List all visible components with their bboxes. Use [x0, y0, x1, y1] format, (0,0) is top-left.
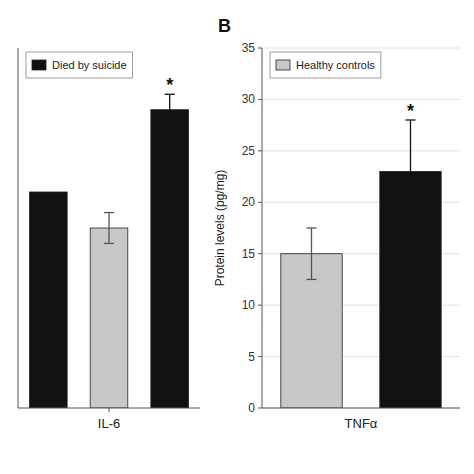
- y-tick-label: 0: [248, 401, 255, 415]
- y-tick-label: 35: [242, 41, 256, 55]
- error-line: [108, 213, 109, 244]
- bar: [30, 192, 68, 408]
- error-cap: [307, 279, 317, 280]
- y-tick-label: 5: [248, 350, 255, 364]
- annotation: *: [166, 75, 173, 95]
- annotation: *: [407, 101, 414, 121]
- legend-swatch: [276, 60, 290, 70]
- y-tick-label: 10: [242, 298, 256, 312]
- x-label: TNFα: [345, 416, 378, 431]
- y-tick: [258, 150, 262, 151]
- error-bar: [104, 213, 114, 244]
- title: B: [218, 16, 231, 36]
- bar: [90, 228, 128, 408]
- error-cap: [406, 222, 416, 223]
- error-cap: [104, 243, 114, 244]
- error-line: [169, 94, 170, 125]
- y-tick-label: 20: [242, 195, 256, 209]
- legend-label: Healthy controls: [296, 59, 375, 71]
- y-tick: [258, 253, 262, 254]
- grid-line: [262, 150, 460, 151]
- page: {"chart_data": [ {"type": "bar", "catego…: [0, 0, 474, 474]
- legend: Died by suicide: [26, 52, 133, 78]
- bars: [30, 94, 189, 408]
- error-cap: [104, 212, 114, 213]
- bar: [151, 110, 189, 408]
- y-tick-label: 25: [242, 144, 256, 158]
- grid-line: [262, 99, 460, 100]
- legend: Healthy controls: [270, 52, 381, 78]
- y-tick: [258, 356, 262, 357]
- grid-line: [262, 408, 460, 409]
- y-tick: [258, 99, 262, 100]
- y-tick: [258, 202, 262, 203]
- bars: [281, 120, 441, 408]
- error-line: [311, 228, 312, 279]
- panel: 0 5 10 15 20 25 30 35 * TNFα Protein levels (pg/mg…: [213, 16, 460, 431]
- chart-svg: IL-6 * Died by suicide 0 5 10 15 20 25 30 35 * TNFα P…: [0, 0, 474, 474]
- legend-box: [26, 52, 133, 78]
- error-bar: [307, 228, 317, 279]
- y-tick: [258, 408, 262, 409]
- y-label: Protein levels (pg/mg): [213, 170, 227, 287]
- error-cap: [307, 227, 317, 228]
- legend-box: [270, 52, 381, 78]
- panel: IL-6 * Died by suicide: [18, 48, 200, 431]
- legend-label: Died by suicide: [52, 59, 127, 71]
- y-axis: [18, 48, 19, 408]
- legend-swatch: [32, 60, 46, 70]
- y-tick: [258, 305, 262, 306]
- x-axis: [262, 408, 460, 409]
- error-bar: [406, 120, 416, 223]
- y-tick-label: 30: [242, 92, 256, 106]
- error-cap: [165, 124, 175, 125]
- y-tick: [258, 48, 262, 49]
- error-line: [410, 120, 411, 223]
- y-tick-label: 15: [242, 247, 256, 261]
- x-tick: [109, 408, 110, 412]
- x-tick-label: IL-6: [98, 416, 120, 431]
- y-axis: [262, 48, 263, 408]
- grid-line: [262, 48, 460, 49]
- error-bar: [165, 94, 175, 125]
